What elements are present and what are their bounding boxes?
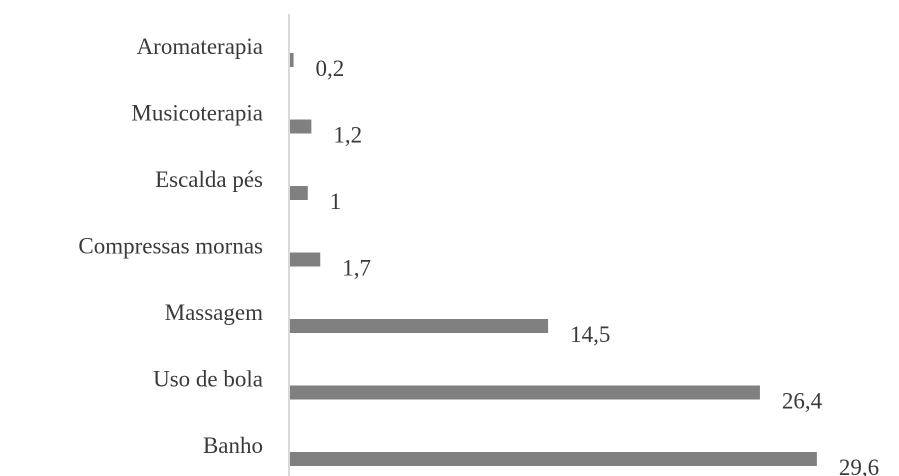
bar-5	[290, 385, 760, 400]
bar-4	[290, 319, 549, 333]
bar-3	[290, 252, 321, 267]
category-label-6: Banho	[203, 433, 263, 458]
value-label-0: 0,2	[316, 56, 345, 81]
value-label-6: 29,6	[839, 455, 879, 476]
bar-1	[290, 119, 312, 134]
category-label-4: Massagem	[165, 300, 263, 325]
bar-2	[290, 186, 308, 200]
value-labels: 0,2 1,2 1 1,7 14,5 26,4 29,6	[316, 56, 880, 476]
category-label-1: Musicoterapia	[131, 101, 263, 126]
bar-6	[290, 452, 817, 466]
bar-0	[290, 53, 294, 67]
category-label-2: Escalda pés	[155, 167, 263, 192]
value-label-2: 1	[330, 189, 342, 214]
value-label-3: 1,7	[342, 256, 371, 281]
category-labels: Aromaterapia Musicoterapia Escalda pés Comp…	[78, 34, 263, 458]
value-label-1: 1,2	[333, 123, 362, 148]
category-label-5: Uso de bola	[153, 367, 263, 392]
bars-layer	[290, 53, 817, 466]
value-label-5: 26,4	[782, 389, 823, 414]
value-label-4: 14,5	[570, 322, 610, 347]
category-label-0: Aromaterapia	[137, 34, 263, 59]
category-label-3: Compressas mornas	[78, 234, 263, 259]
